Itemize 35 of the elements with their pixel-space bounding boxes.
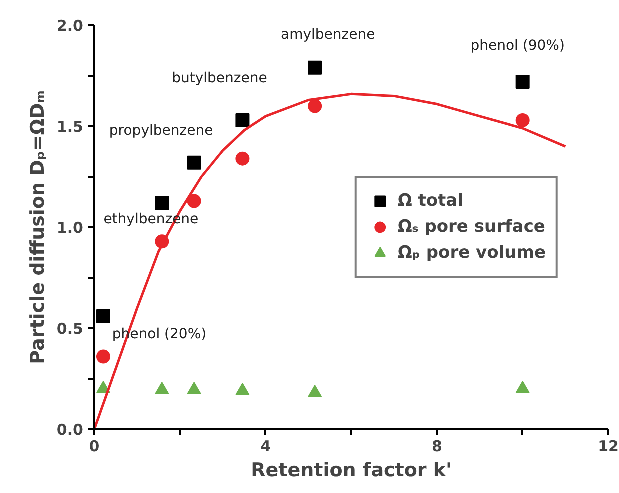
point xyxy=(516,75,530,90)
point xyxy=(155,382,170,394)
line-series xyxy=(94,92,567,430)
y-axis-title: Particle diffusion Dₚ=ΩDₘ xyxy=(26,90,49,364)
y-tick-label: 1.0 xyxy=(56,219,84,237)
point xyxy=(516,381,530,394)
legend-label: Ωₚ pore volume xyxy=(398,243,546,263)
y-tick-label: 1.5 xyxy=(56,118,84,136)
x-tick-label: 12 xyxy=(598,438,619,456)
point xyxy=(96,350,110,364)
point xyxy=(187,194,202,208)
point xyxy=(308,60,322,75)
y-tick-label: 0.5 xyxy=(56,320,84,338)
point xyxy=(96,309,110,324)
point xyxy=(236,113,250,128)
annotation: propylbenzene xyxy=(109,122,214,139)
point xyxy=(155,196,170,210)
annotation: amylbenzene xyxy=(280,26,376,43)
x-tick-label: 0 xyxy=(89,438,100,456)
point xyxy=(187,382,202,394)
legend-label: Ω total xyxy=(398,191,464,211)
annotation: butylbenzene xyxy=(172,70,268,86)
point xyxy=(308,99,322,114)
point xyxy=(236,383,250,396)
x-axis-title: Retention factor k' xyxy=(251,460,452,482)
y-tick-label: 0.0 xyxy=(56,421,84,439)
annotation: phenol (90%) xyxy=(470,38,565,54)
legend-label: Ωₛ pore surface xyxy=(398,217,546,237)
x-tick-label: 4 xyxy=(260,438,272,456)
y-tick-label: 2.0 xyxy=(56,17,84,35)
x-tick-label: 8 xyxy=(432,438,442,456)
point xyxy=(187,156,202,170)
point xyxy=(308,385,322,398)
point xyxy=(236,152,250,166)
point xyxy=(516,113,530,128)
